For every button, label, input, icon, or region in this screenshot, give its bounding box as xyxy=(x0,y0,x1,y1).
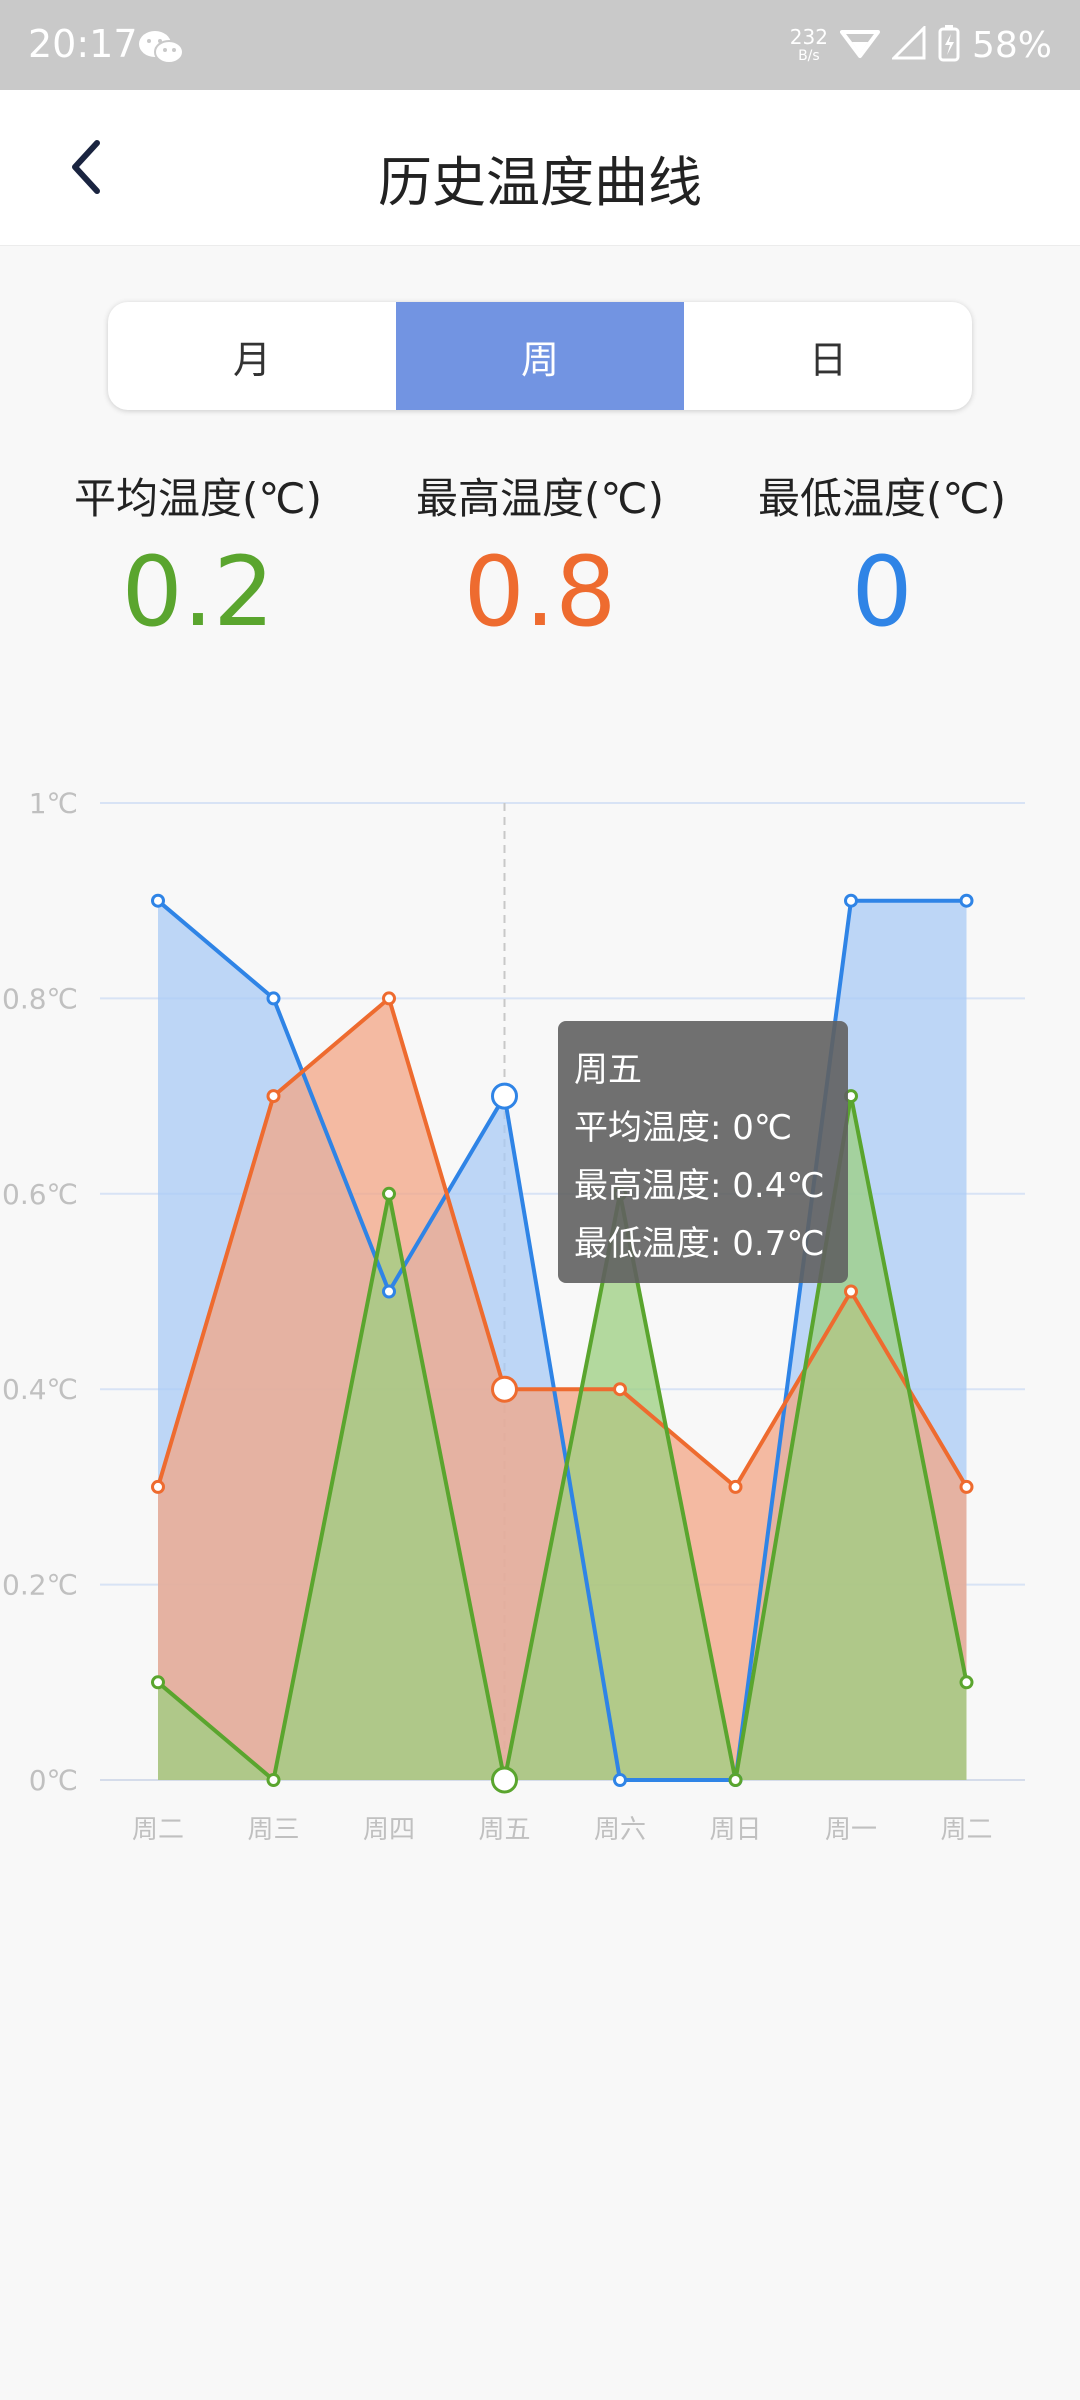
status-bar: 20:17 232 B/s 58% xyxy=(0,0,1080,90)
signal-icon xyxy=(890,24,926,64)
max-stat: 最高温度(℃) 0.8 xyxy=(360,465,720,640)
x-tick-label: 周二 xyxy=(132,1815,184,1845)
x-tick-label: 周四 xyxy=(363,1815,415,1845)
tab-week[interactable]: 周 xyxy=(396,302,684,410)
x-tick-label: 周一 xyxy=(825,1815,877,1845)
period-tabs: 月 周 日 xyxy=(108,302,972,410)
battery-percent: 58% xyxy=(971,24,1052,66)
temperature-summary: 平均温度(℃) 0.2 最高温度(℃) 0.8 最低温度(℃) 0 xyxy=(0,465,1080,655)
min-point xyxy=(382,1284,396,1299)
network-speed: 232 B/s xyxy=(790,27,828,63)
avg-point xyxy=(959,1675,974,1690)
x-tick-label: 周日 xyxy=(709,1815,761,1845)
min-value: 0 xyxy=(851,536,913,648)
min-stat: 最低温度(℃) 0 xyxy=(702,465,1062,640)
avg-point xyxy=(382,1186,396,1201)
min-point xyxy=(959,893,974,908)
avg-value: 0.2 xyxy=(121,536,275,648)
back-button[interactable] xyxy=(50,132,120,202)
app-header: 历史温度曲线 xyxy=(0,90,1080,246)
tab-month[interactable]: 月 xyxy=(232,337,271,382)
wifi-icon xyxy=(839,26,880,64)
max-point xyxy=(959,1479,974,1494)
battery-icon xyxy=(938,24,960,66)
min-point xyxy=(491,1082,518,1110)
avg-point xyxy=(728,1773,743,1787)
avg-point xyxy=(266,1773,281,1787)
max-point xyxy=(491,1375,518,1403)
y-tick-label: 1℃ xyxy=(29,787,78,820)
temperature-chart[interactable]: 0℃ 0.2℃ 0.4℃ 0.6℃ 0.8℃ 1℃ 周二 周三 周四 周五 周六 周日 周一 周二 xyxy=(0,760,1080,1860)
chevron-left-icon xyxy=(72,140,100,194)
x-tick-label: 周六 xyxy=(594,1815,646,1845)
y-tick-label: 0.2℃ xyxy=(2,1569,78,1602)
max-point xyxy=(151,1479,165,1494)
min-point xyxy=(266,991,281,1006)
x-tick-label: 周二 xyxy=(940,1815,992,1845)
max-point xyxy=(382,991,396,1006)
max-point xyxy=(728,1479,743,1494)
max-label: 最高温度(℃) xyxy=(416,474,664,523)
chart-tooltip: 周五 平均温度: 0℃ 最高温度: 0.4℃ 最低温度: 0.7℃ xyxy=(558,1021,848,1283)
avg-stat: 平均温度(℃) 0.2 xyxy=(18,465,378,640)
min-point xyxy=(844,893,858,908)
wechat-icon xyxy=(138,30,184,70)
tooltip-min: 最低温度: 0.7℃ xyxy=(574,1224,825,1264)
page-title: 历史温度曲线 xyxy=(378,151,702,214)
tooltip-avg: 平均温度: 0℃ xyxy=(574,1108,793,1148)
min-point xyxy=(613,1773,627,1787)
max-point xyxy=(613,1382,627,1397)
avg-point xyxy=(151,1675,165,1690)
y-tick-label: 0.6℃ xyxy=(2,1178,78,1211)
net-speed-unit: B/s xyxy=(798,48,820,64)
status-time: 20:17 xyxy=(28,22,138,66)
avg-label: 平均温度(℃) xyxy=(74,474,322,523)
tooltip-title: 周五 xyxy=(574,1050,642,1090)
min-point xyxy=(151,893,165,908)
chart-canvas: 0℃0.2℃0.4℃0.6℃0.8℃1℃周二 周三 周四 周五 周六 周日 周一 周二 xyxy=(2,787,1025,1845)
x-tick-label: 周三 xyxy=(247,1815,299,1845)
y-tick-label: 0.4℃ xyxy=(2,1373,78,1406)
min-label: 最低温度(℃) xyxy=(758,474,1006,523)
max-point xyxy=(266,1089,281,1104)
y-tick-label: 0℃ xyxy=(29,1764,78,1797)
x-tick-label: 周五 xyxy=(478,1815,530,1845)
max-value: 0.8 xyxy=(463,536,617,648)
y-tick-label: 0.8℃ xyxy=(2,982,78,1015)
max-line xyxy=(156,996,969,1489)
tooltip-max: 最高温度: 0.4℃ xyxy=(574,1166,825,1206)
tab-day[interactable]: 日 xyxy=(808,337,847,382)
max-point xyxy=(844,1284,858,1299)
avg-point xyxy=(491,1766,518,1794)
net-speed-value: 232 xyxy=(789,25,828,49)
